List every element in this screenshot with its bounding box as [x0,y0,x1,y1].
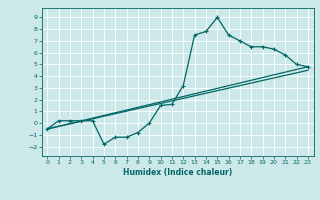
X-axis label: Humidex (Indice chaleur): Humidex (Indice chaleur) [123,168,232,177]
